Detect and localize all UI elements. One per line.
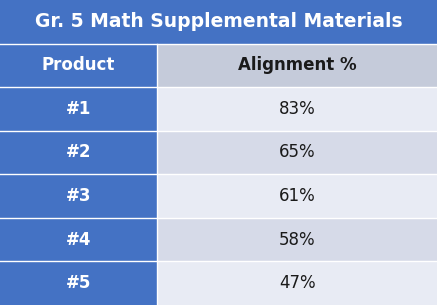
Text: 65%: 65%: [279, 143, 316, 162]
Text: #3: #3: [66, 187, 91, 205]
Bar: [157, 131, 437, 174]
Text: #2: #2: [66, 143, 91, 162]
Bar: [0, 87, 157, 131]
Text: 83%: 83%: [279, 100, 316, 118]
Bar: [0, 0, 437, 44]
Text: 61%: 61%: [279, 187, 316, 205]
Bar: [157, 44, 437, 87]
Bar: [157, 261, 437, 305]
Text: Product: Product: [42, 56, 115, 74]
Bar: [157, 87, 437, 131]
Bar: [0, 174, 157, 218]
Text: #4: #4: [66, 231, 91, 249]
Bar: [157, 174, 437, 218]
Text: 47%: 47%: [279, 274, 316, 292]
Bar: [0, 218, 157, 261]
Bar: [0, 44, 157, 87]
Bar: [157, 218, 437, 261]
Text: #1: #1: [66, 100, 91, 118]
Bar: [0, 261, 157, 305]
Text: Alignment %: Alignment %: [238, 56, 357, 74]
Text: #5: #5: [66, 274, 91, 292]
Text: Gr. 5 Math Supplemental Materials: Gr. 5 Math Supplemental Materials: [35, 12, 402, 31]
Bar: [0, 131, 157, 174]
Text: 58%: 58%: [279, 231, 316, 249]
